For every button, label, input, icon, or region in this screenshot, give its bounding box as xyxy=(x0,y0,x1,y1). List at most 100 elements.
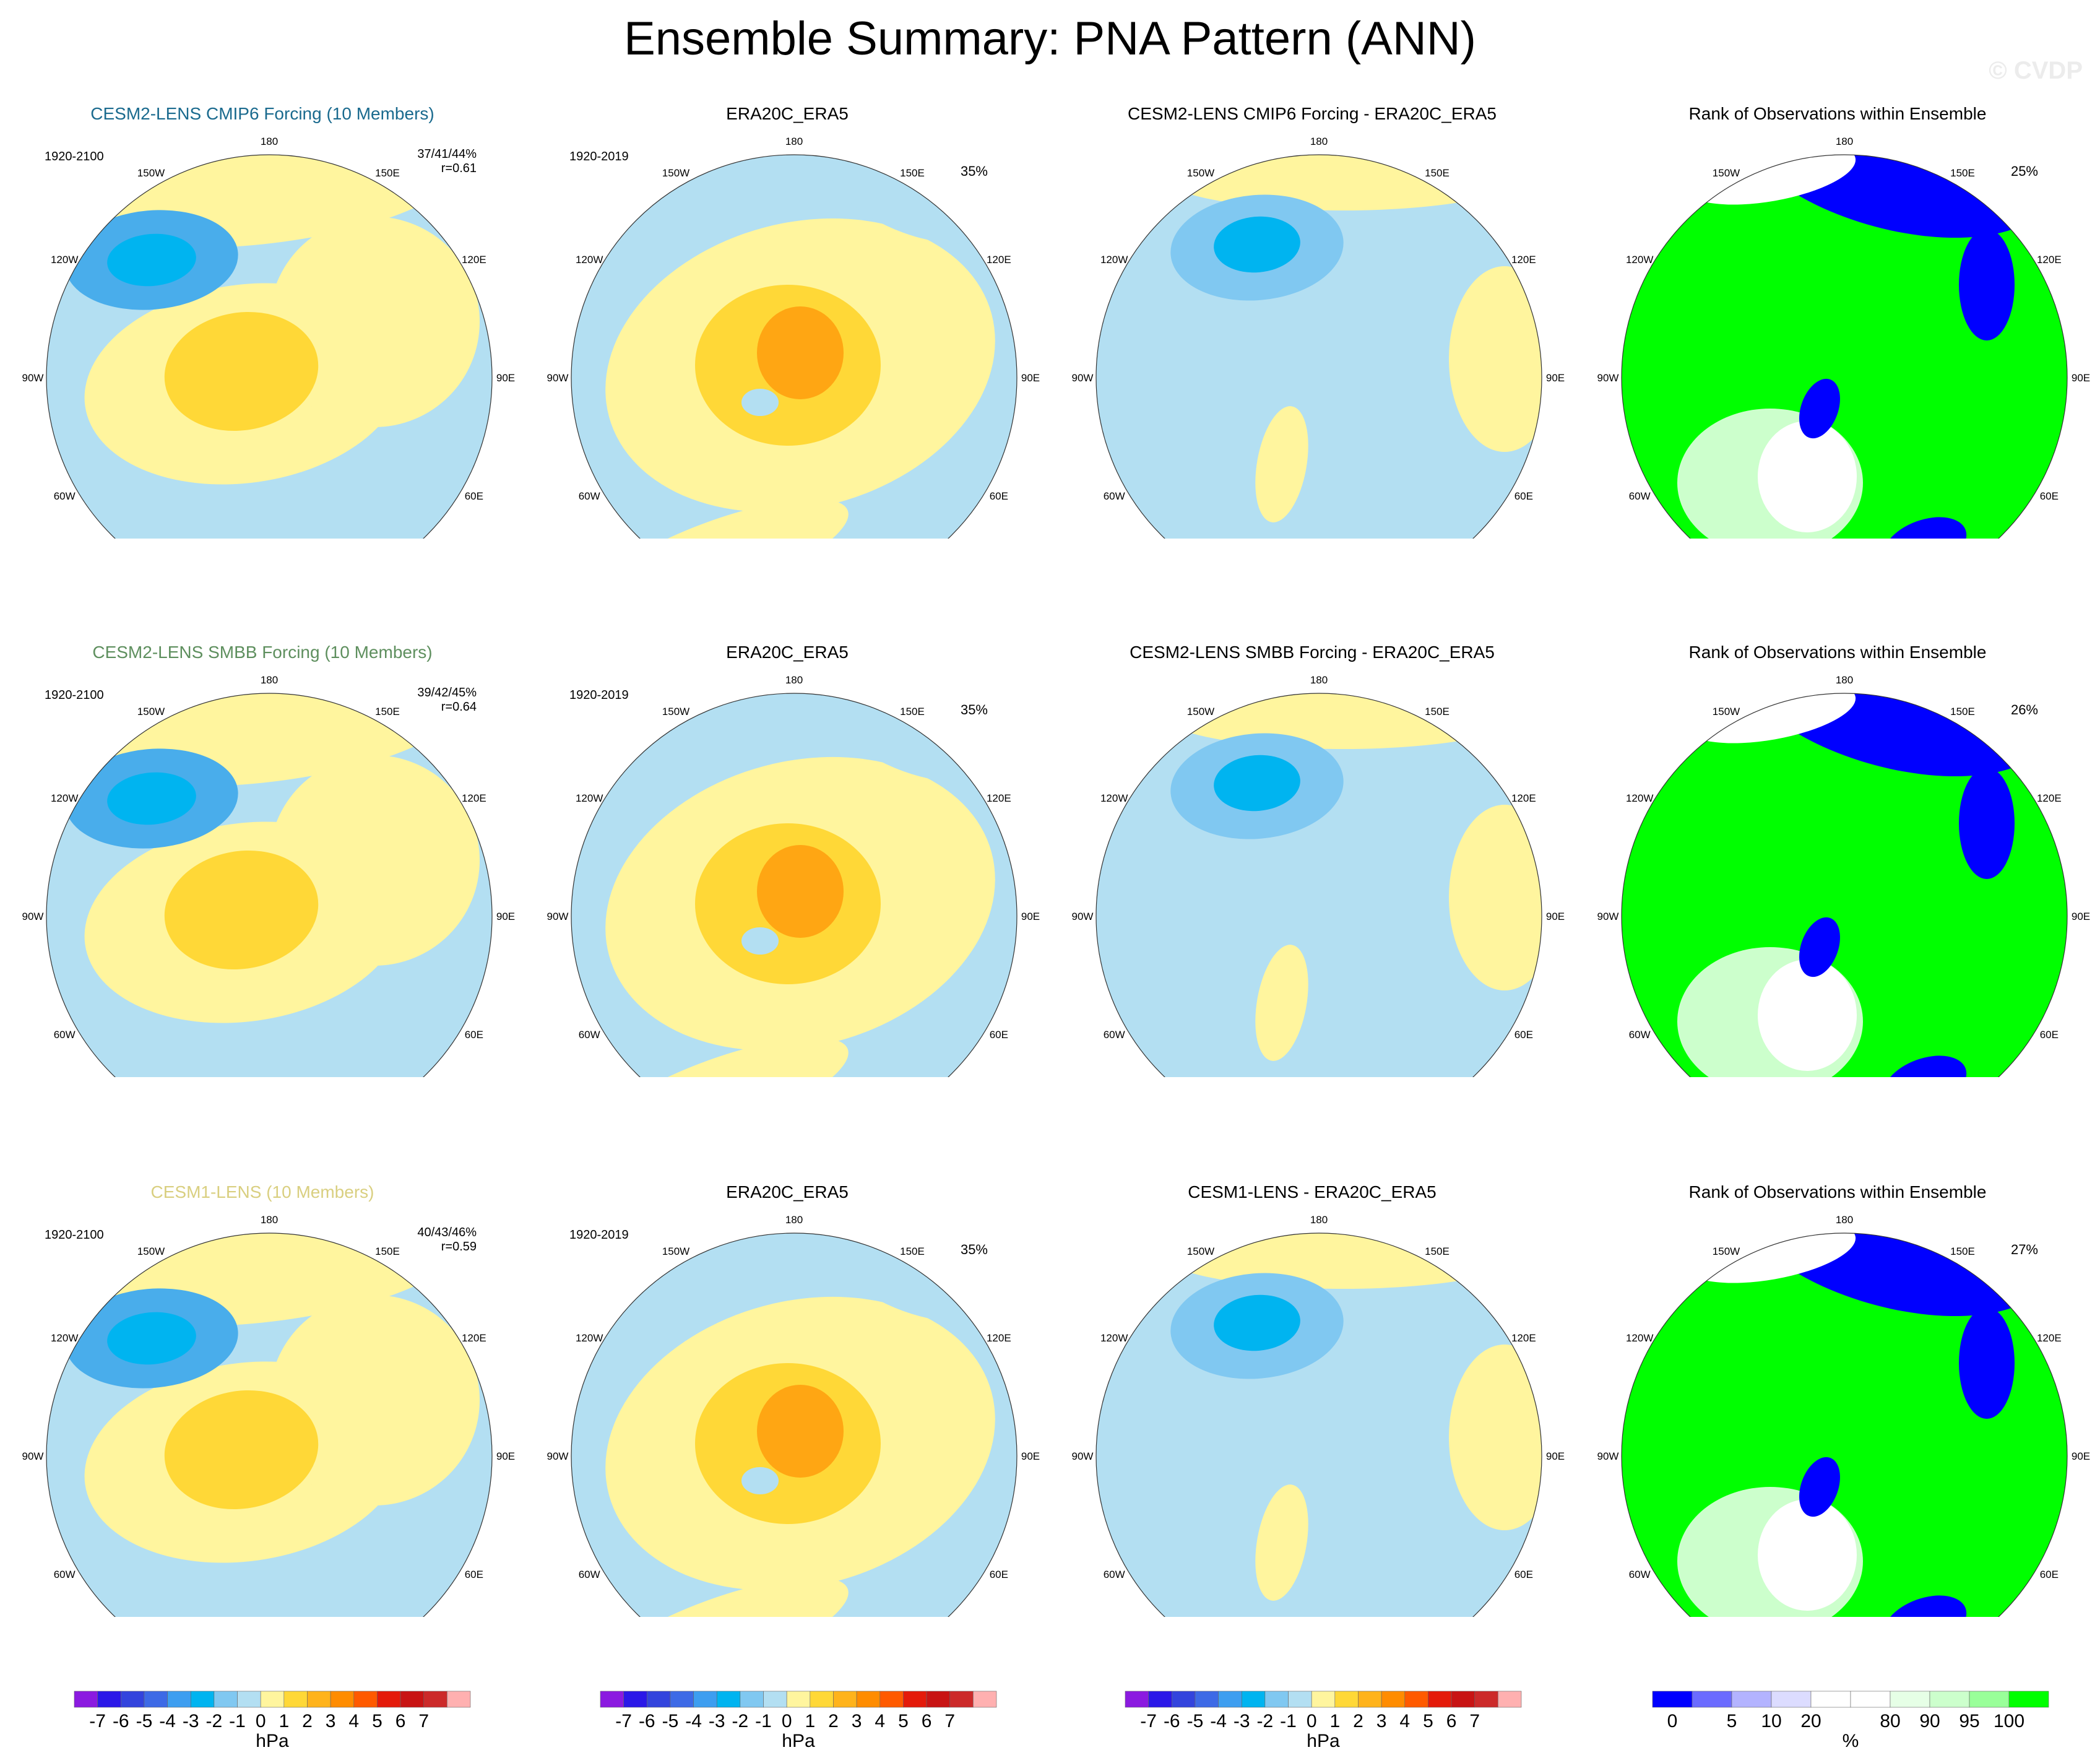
longitude-label: 150W xyxy=(137,706,165,717)
longitude-label: 150W xyxy=(137,1245,165,1257)
colorbar-label: 7 xyxy=(944,1711,955,1731)
longitude-label: 150E xyxy=(900,706,925,717)
obs-positive-core xyxy=(757,306,844,399)
colorbar-swatch xyxy=(1195,1691,1219,1708)
rank-southeast-blue xyxy=(1883,517,1967,539)
longitude-label: 150W xyxy=(662,167,689,179)
colorbar-swatch xyxy=(879,1691,904,1708)
colorbar-label: 0 xyxy=(1307,1711,1317,1731)
colorbar-label: 3 xyxy=(852,1711,862,1731)
longitude-label: 90W xyxy=(1597,372,1619,384)
colorbar-swatch xyxy=(1381,1691,1406,1708)
polar-map: 180150E120E90E60E30E030W60W90W120W150W xyxy=(1597,1214,2090,1617)
map-outline xyxy=(1095,693,1542,1077)
colorbar-swatch xyxy=(447,1691,471,1708)
colorbar-swatch xyxy=(600,1691,624,1708)
longitude-label: 60E xyxy=(2040,1029,2059,1041)
longitude-label: 120E xyxy=(2037,1332,2062,1344)
colorbar-label: 2 xyxy=(1353,1711,1363,1731)
rank-atlantic-white xyxy=(1758,421,1857,532)
colorbar-label: 3 xyxy=(326,1711,336,1731)
polar-map: 180150E120E90E60E30E030W60W90W120W150W xyxy=(1072,136,1565,539)
longitude-label: 60E xyxy=(1515,1029,1533,1041)
colorbar-swatch xyxy=(1404,1691,1428,1708)
longitude-label: 150W xyxy=(1713,706,1740,717)
page-title: Ensemble Summary: PNA Pattern (ANN) xyxy=(624,12,1476,65)
colorbar-label: 5 xyxy=(372,1711,382,1731)
map-outline xyxy=(1621,1232,2068,1617)
polar-map: 180150E120E90E60E30E030W60W90W120W150W xyxy=(1597,136,2090,539)
colorbar-label: -2 xyxy=(206,1711,223,1731)
colorbar-label: 5 xyxy=(1727,1711,1737,1731)
longitude-label: 150E xyxy=(900,167,925,179)
colorbar-label: -3 xyxy=(183,1711,199,1731)
diff-east-patch xyxy=(1449,1345,1542,1530)
colorbar-label: 6 xyxy=(395,1711,406,1731)
rank-southeast-blue xyxy=(1883,1055,1967,1077)
model-stat-line: 37/41/44% xyxy=(417,147,477,161)
map-field xyxy=(1622,1233,2067,1617)
map-panel-model-row2: 180150E120E90E60E30E030W60W90W120W150WCE… xyxy=(0,539,525,1077)
rank-atlantic-white xyxy=(1758,1499,1857,1611)
longitude-label: 180 xyxy=(1310,1214,1328,1226)
model-title: CESM1-LENS (10 Members) xyxy=(150,1182,374,1202)
map-outline xyxy=(571,154,1018,539)
longitude-label: 150E xyxy=(900,1245,925,1257)
rank-center-blue xyxy=(1799,378,1840,439)
colorbar-swatch xyxy=(97,1691,121,1708)
longitude-label: 60W xyxy=(579,490,600,502)
colorbar-label: 1 xyxy=(1329,1711,1340,1731)
longitude-label: 120W xyxy=(576,792,603,804)
map-panel-model-row1: 180150E120E90E60E30E030W60W90W120W150WCE… xyxy=(0,0,525,539)
longitude-label: 120E xyxy=(462,792,486,804)
arctic-positive-core xyxy=(164,850,319,970)
longitude-label: 150E xyxy=(1950,706,1975,717)
longitude-label: 60W xyxy=(1629,1569,1651,1580)
longitude-label: 150W xyxy=(662,706,689,717)
colorbar-swatch xyxy=(120,1691,145,1708)
variance-pct: 35% xyxy=(960,702,988,717)
period-label: 1920-2019 xyxy=(569,688,629,702)
longitude-label: 150E xyxy=(375,706,400,717)
longitude-label: 90E xyxy=(1021,911,1040,922)
longitude-label: 90E xyxy=(2072,1450,2090,1462)
colorbar-swatch xyxy=(646,1691,671,1708)
colorbar-swatch xyxy=(1358,1691,1382,1708)
longitude-label: 90E xyxy=(496,372,515,384)
longitude-label: 90E xyxy=(1546,911,1565,922)
colorbar-swatch xyxy=(144,1691,168,1708)
map-field xyxy=(1622,693,2067,1077)
longitude-label: 60E xyxy=(465,490,483,502)
colorbar-label: -1 xyxy=(1280,1711,1297,1731)
map-panel-rank-row3: 180150E120E90E60E30E030W60W90W120W150WRa… xyxy=(1575,1078,2100,1617)
map-field xyxy=(1622,155,2067,539)
map-field xyxy=(46,155,492,539)
colorbar-label: -6 xyxy=(639,1711,655,1731)
longitude-label: 120E xyxy=(987,254,1011,266)
colorbar-label: 4 xyxy=(1399,1711,1410,1731)
colorbar-label: -6 xyxy=(1164,1711,1180,1731)
colorbar-swatch xyxy=(1288,1691,1312,1708)
rank-pct: 27% xyxy=(2010,1242,2038,1257)
colorbar-swatch xyxy=(1451,1691,1476,1708)
longitude-label: 150E xyxy=(1950,167,1975,179)
longitude-label: 120W xyxy=(1100,792,1128,804)
longitude-label: 60W xyxy=(1104,1569,1125,1580)
eurasia-positive-lobe xyxy=(269,217,480,427)
rank-pct: 26% xyxy=(2010,702,2038,717)
longitude-label: 90W xyxy=(22,1450,44,1462)
colorbar-label: -5 xyxy=(136,1711,153,1731)
polar-map: 180150E120E90E60E30E030W60W90W120W150W xyxy=(547,674,1040,1077)
colorbar-swatch xyxy=(1810,1691,1851,1708)
obs-title: ERA20C_ERA5 xyxy=(726,643,849,662)
longitude-label: 60E xyxy=(2040,490,2059,502)
longitude-label: 60W xyxy=(54,1029,76,1041)
longitude-label: 90E xyxy=(1546,372,1565,384)
colorbar-swatch xyxy=(1474,1691,1498,1708)
colorbar-swatch xyxy=(74,1691,98,1708)
diff-negative-core xyxy=(1214,1294,1300,1351)
arctic-positive-core xyxy=(164,1390,319,1510)
colorbar-label: 3 xyxy=(1376,1711,1387,1731)
longitude-label: 60E xyxy=(465,1569,483,1580)
longitude-label: 60E xyxy=(1515,490,1533,502)
